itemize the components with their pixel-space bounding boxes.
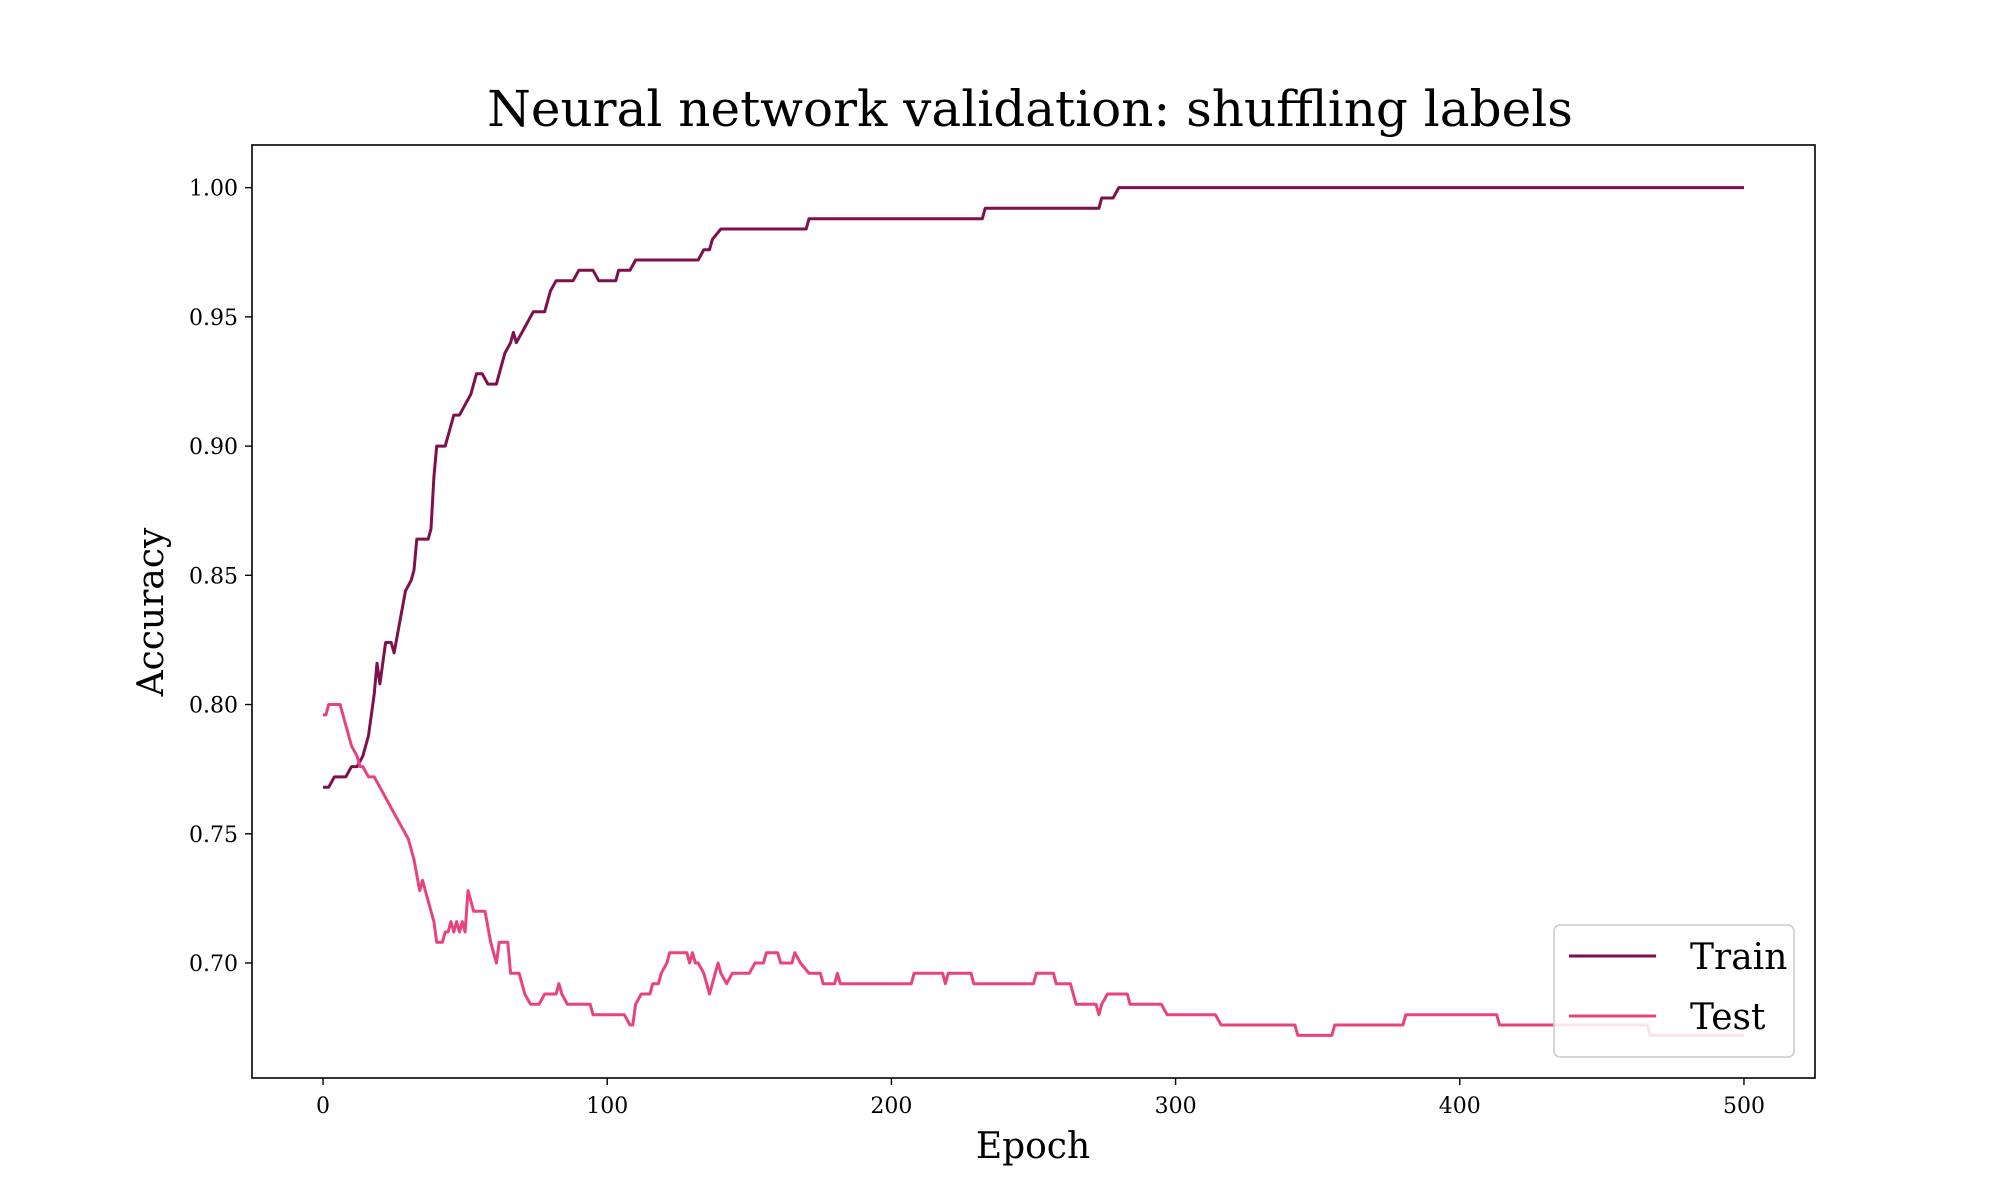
x-axis: 0 100 200 300 400 500	[316, 1078, 1765, 1119]
x-axis-label: Epoch	[976, 1126, 1090, 1167]
y-tick-label: 1.00	[189, 177, 238, 202]
series-line-test	[323, 703, 1744, 1037]
legend-box	[1553, 924, 1795, 1058]
legend-label-test: Test	[1690, 997, 1766, 1038]
x-tick-label: 100	[586, 1094, 628, 1119]
y-axis: 0.70 0.75 0.80 0.85 0.90 0.95 1.00	[189, 177, 252, 977]
y-tick-label: 0.75	[189, 823, 238, 848]
y-tick-label: 0.85	[189, 564, 238, 589]
x-tick-label: 0	[316, 1094, 330, 1119]
y-tick-label: 0.95	[189, 306, 238, 331]
x-tick-label: 500	[1723, 1094, 1765, 1119]
plot-area-frame	[251, 144, 1816, 1079]
chart-title: Neural network validation: shuffling lab…	[487, 80, 1573, 138]
legend: Train Test	[1553, 924, 1795, 1058]
series-lines	[323, 186, 1744, 1037]
series-line-train	[323, 186, 1744, 789]
x-tick-label: 200	[870, 1094, 912, 1119]
legend-label-train: Train	[1690, 937, 1787, 978]
x-tick-label: 400	[1439, 1094, 1481, 1119]
x-tick-label: 300	[1155, 1094, 1197, 1119]
y-axis-label: Accuracy	[131, 527, 172, 697]
y-tick-label: 0.90	[189, 435, 238, 460]
y-tick-label: 0.80	[189, 694, 238, 719]
y-tick-label: 0.70	[189, 952, 238, 977]
